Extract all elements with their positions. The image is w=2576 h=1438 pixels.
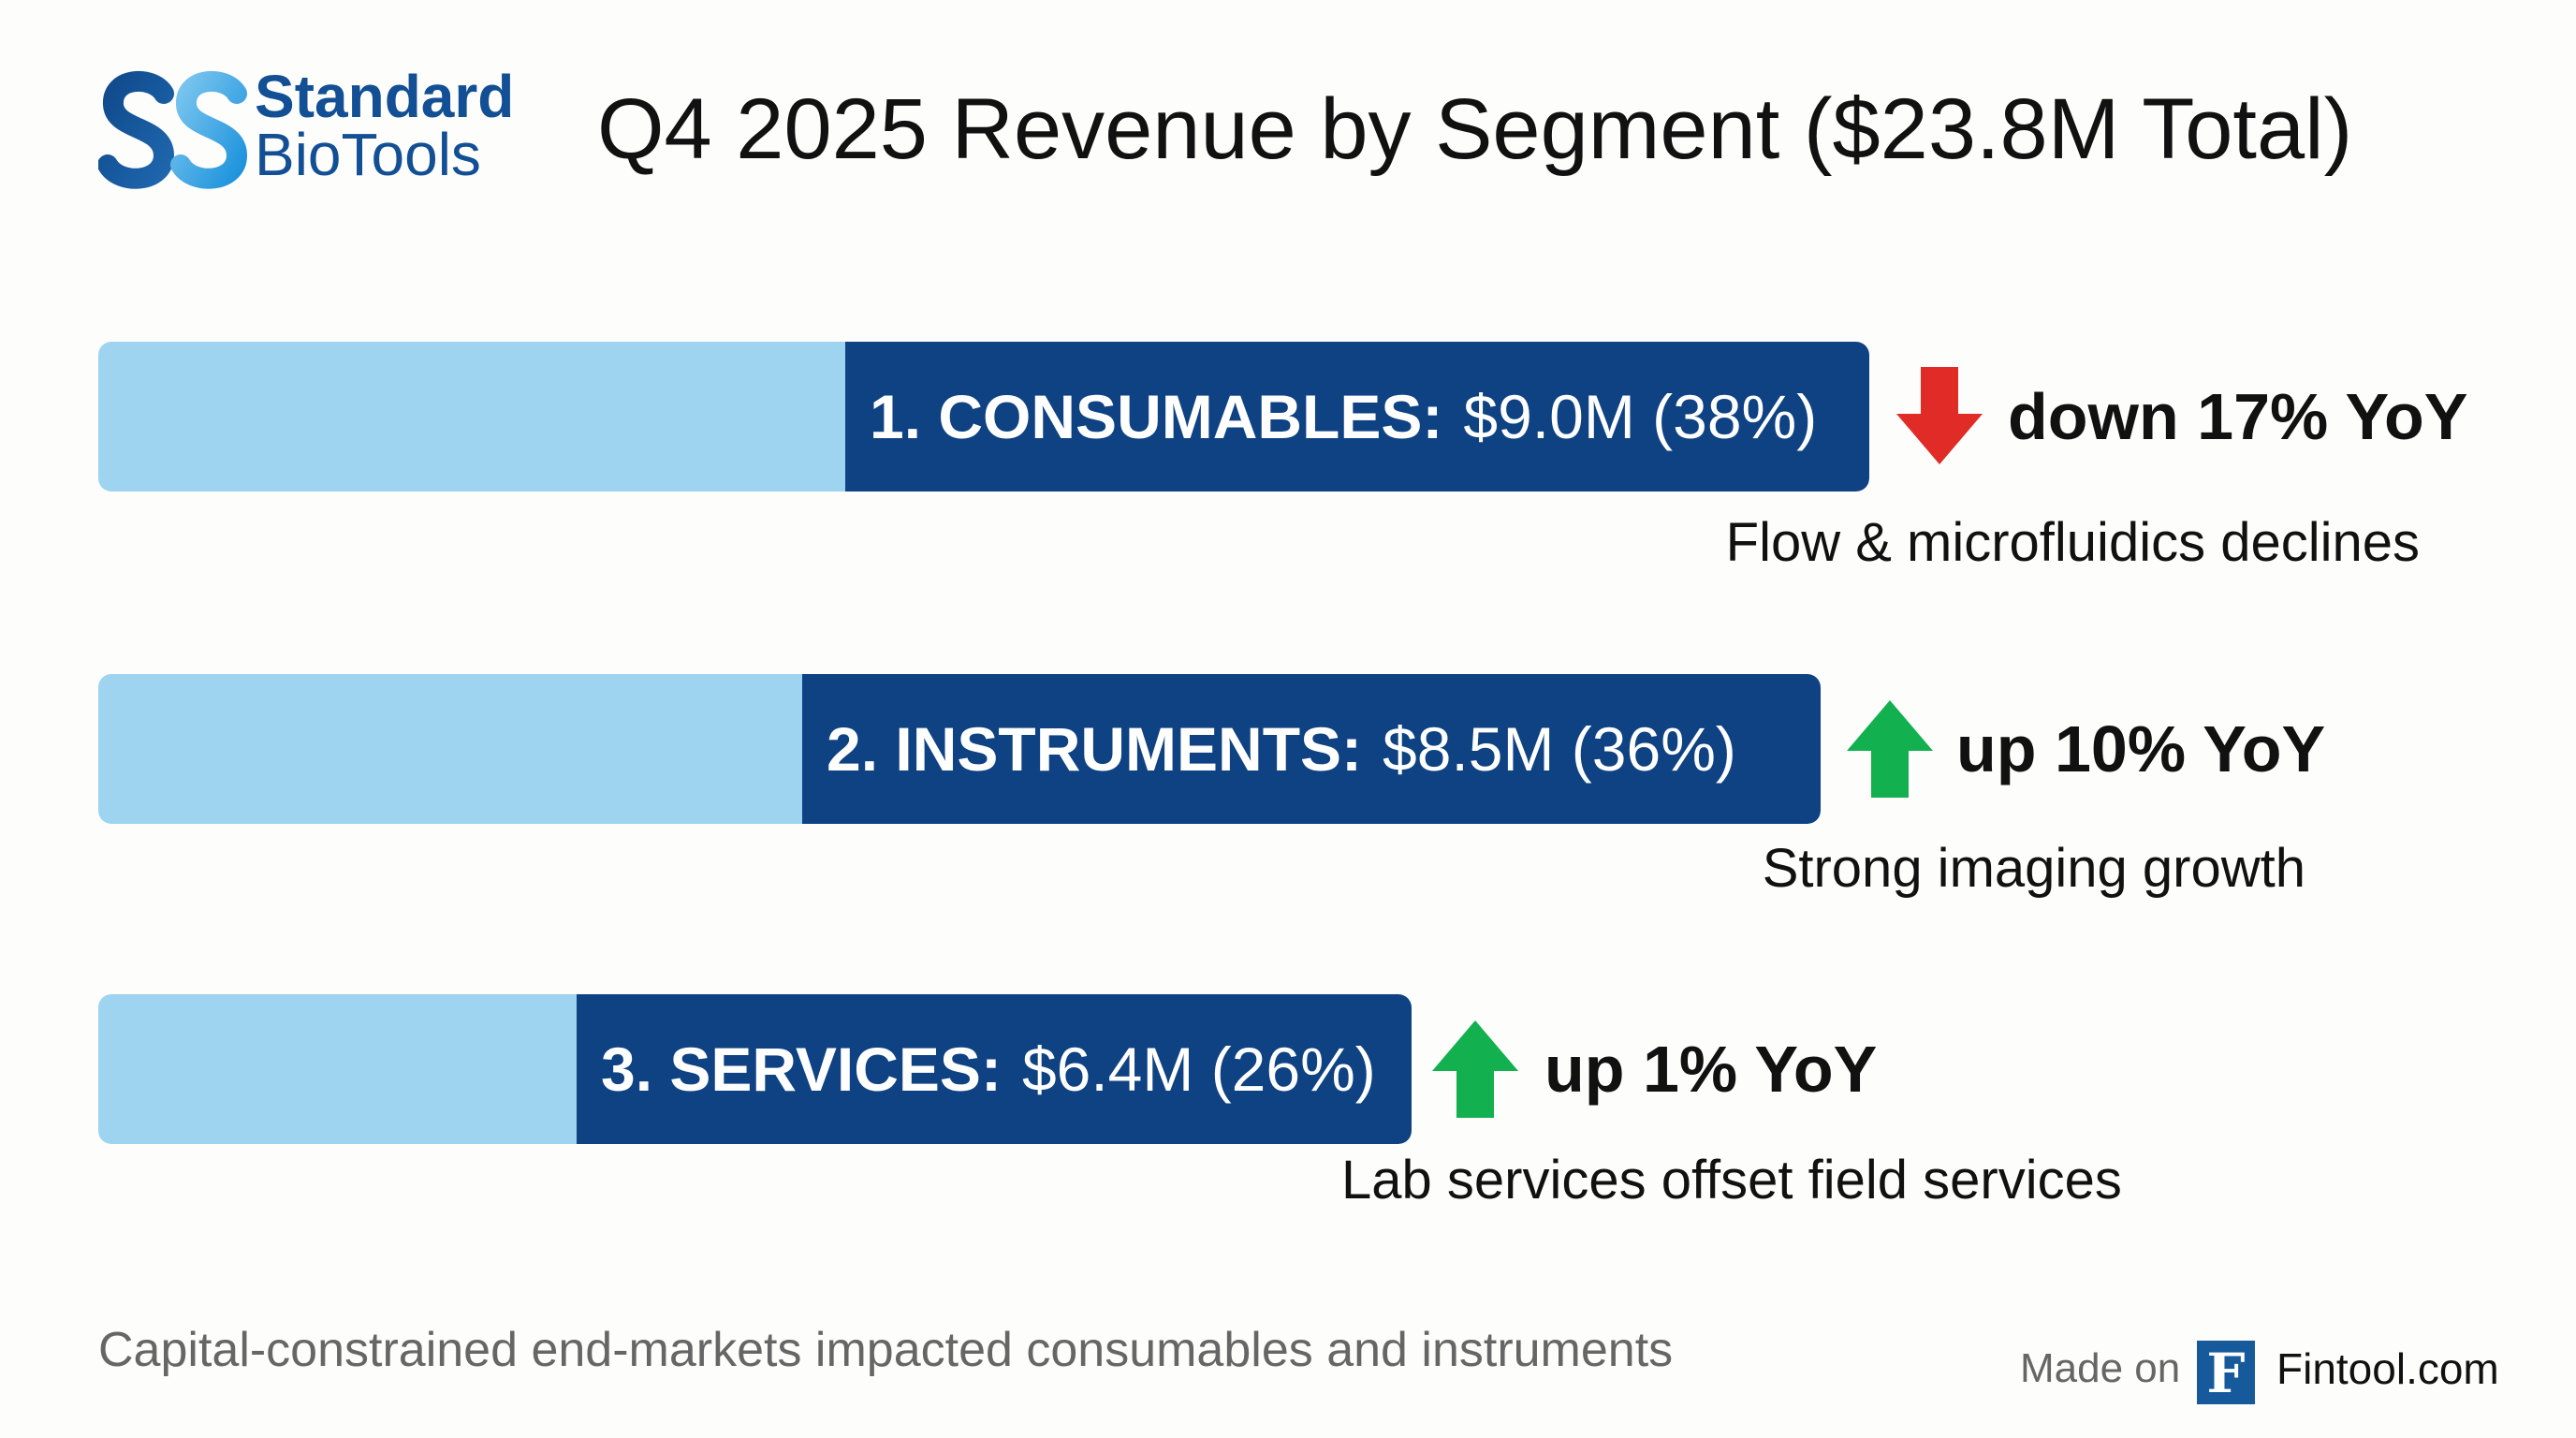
bar-instruments: 2. INSTRUMENTS: $8.5M (36%) [98, 674, 1821, 824]
logo-line2: BioTools [255, 121, 481, 188]
chart-title: Q4 2025 Revenue by Segment ($23.8M Total… [597, 81, 2353, 177]
segment-value: $9.0M (38%) [1463, 382, 1818, 451]
bar-services: 3. SERVICES: $6.4M (26%) [98, 994, 1412, 1144]
note-instruments: Strong imaging growth [1762, 838, 2305, 899]
yoy-consumables: down 17% YoY [2008, 380, 2468, 453]
segment-value: $6.4M (26%) [1021, 1034, 1376, 1104]
yoy-services: up 1% YoY [1544, 1033, 1878, 1106]
segment-value: $8.5M (36%) [1383, 714, 1736, 784]
arrow-up-icon [1432, 1020, 1518, 1118]
fintool-brand: Fintool.com [2276, 1344, 2499, 1393]
fintool-logo-icon: F [2197, 1341, 2255, 1405]
made-on-label: Made on [2020, 1345, 2181, 1391]
bar-consumables: 1. CONSUMABLES: $9.0M (38%) [98, 342, 1869, 492]
segment-label: 3. SERVICES: [601, 1034, 1002, 1104]
segment-label: 1. CONSUMABLES: [870, 382, 1443, 451]
standard-biotools-logo-icon [98, 70, 248, 189]
bar-consumables-value: 1. CONSUMABLES: $9.0M (38%) [845, 342, 1869, 492]
arrow-up-icon [1847, 700, 1933, 798]
logo-wordmark: Standard BioTools [255, 63, 515, 188]
footer-note: Capital-constrained end-markets impacted… [98, 1323, 1674, 1377]
arrow-down-icon [1896, 367, 1983, 464]
bar-instruments-value: 2. INSTRUMENTS: $8.5M (36%) [802, 674, 1821, 824]
segment-label: 2. INSTRUMENTS: [827, 714, 1363, 784]
bar-services-value: 3. SERVICES: $6.4M (26%) [577, 994, 1412, 1144]
logo-line1: Standard [255, 63, 515, 130]
note-consumables: Flow & microfluidics declines [1725, 512, 2420, 573]
yoy-instruments: up 10% YoY [1956, 712, 2326, 785]
note-services: Lab services offset field services [1341, 1150, 2122, 1211]
